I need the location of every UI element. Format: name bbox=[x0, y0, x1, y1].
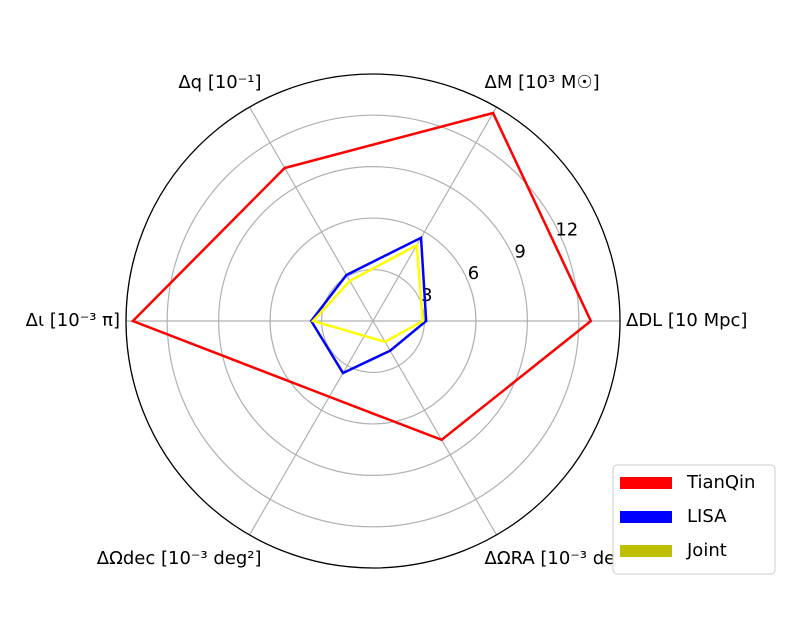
spoke bbox=[372, 106, 498, 322]
series-line bbox=[130, 111, 593, 442]
spoke bbox=[248, 106, 374, 322]
series-line bbox=[309, 235, 428, 375]
axis-label: ΔΩRA [10⁻³ deg²] bbox=[485, 548, 641, 569]
axis-label: ΔM [10³ M☉] bbox=[485, 72, 600, 93]
r-tick-label: 9 bbox=[514, 241, 525, 262]
axis-label: ΔΩdec [10⁻³ deg²] bbox=[97, 548, 262, 569]
spoke bbox=[248, 320, 374, 536]
legend-label: TianQin bbox=[686, 472, 755, 493]
series-line bbox=[310, 243, 425, 344]
legend: TianQin LISA Joint bbox=[612, 464, 776, 575]
r-tick-label: 3 bbox=[421, 285, 432, 306]
spoke bbox=[372, 320, 498, 536]
axis-label: Δι [10⁻³ π] bbox=[26, 310, 120, 331]
legend-label: Joint bbox=[686, 540, 727, 561]
r-tick-label: 6 bbox=[468, 263, 479, 284]
legend-swatch bbox=[620, 511, 672, 523]
legend-swatch bbox=[620, 545, 672, 557]
legend-label: LISA bbox=[687, 506, 727, 527]
axis-label: ΔDL [10 Mpc] bbox=[626, 310, 747, 331]
r-tick-label: 12 bbox=[555, 220, 578, 241]
frame bbox=[125, 73, 621, 569]
legend-swatch bbox=[620, 477, 672, 489]
axis-label: Δq [10⁻¹] bbox=[178, 72, 261, 93]
